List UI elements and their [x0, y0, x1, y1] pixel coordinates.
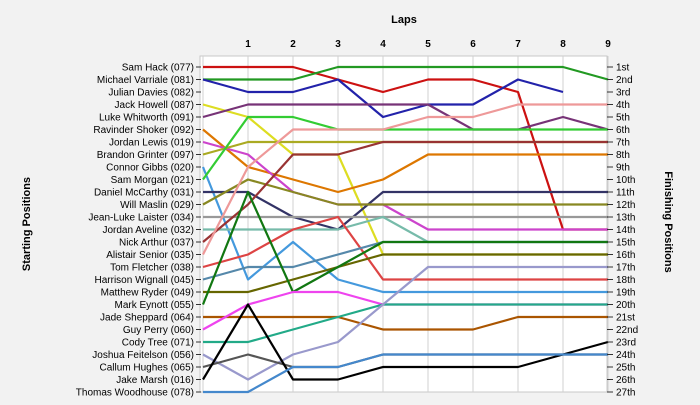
series-line [203, 65, 609, 81]
start-label: Jade Sheppard (064) [100, 313, 194, 324]
series-line [202, 178, 608, 206]
finish-label: 14th [616, 225, 635, 236]
series-line [202, 265, 608, 381]
finish-label: 4th [616, 100, 630, 111]
series-line [203, 190, 608, 231]
series-line [202, 115, 608, 181]
start-label: Harrison Wignall (045) [95, 275, 194, 286]
finish-label: 15th [616, 238, 635, 249]
series-line [202, 103, 609, 131]
y-axis-label-left: Starting Positions [21, 177, 33, 271]
x-tick-label: 9 [605, 39, 611, 50]
finish-label: 20th [616, 300, 635, 311]
series-line [203, 253, 608, 294]
start-label: Jake Marsh (016) [116, 375, 194, 386]
series-line [202, 140, 608, 243]
finish-label: 21st [616, 313, 635, 324]
series-line [202, 303, 609, 381]
finish-label: 2nd [616, 75, 633, 86]
start-label: Jordan Aveline (032) [102, 225, 194, 236]
finish-label: 8th [616, 150, 630, 161]
start-label: Guy Perry (060) [123, 325, 194, 336]
start-label: Mark Eynott (055) [115, 300, 194, 311]
finish-label: 23rd [616, 338, 636, 349]
start-label: Sam Morgan (021) [111, 175, 194, 186]
finish-label: 18th [616, 275, 635, 286]
series-line [202, 103, 608, 256]
start-label: Nick Arthur (037) [119, 238, 194, 249]
finish-label: 6th [616, 125, 630, 136]
x-tick-label: 1 [245, 39, 251, 50]
start-position-labels: Sam Hack (077)Michael Varriale (081) Juli… [76, 63, 201, 399]
finish-label: 1st [616, 63, 630, 74]
finish-label: 22nd [616, 325, 638, 336]
series-line [203, 315, 608, 331]
start-label: Julian Davies (082) [108, 88, 194, 99]
x-tick-label: 5 [425, 39, 431, 50]
finish-label: 17th [616, 263, 635, 274]
start-label: Alistair Senior (035) [106, 250, 194, 261]
start-label: Ravinder Shoker (092) [93, 125, 194, 136]
finish-label: 16th [616, 250, 635, 261]
start-label: Brandon Grinter (097) [97, 150, 194, 161]
start-label: Thomas Woodhouse (078) [76, 388, 194, 399]
x-tick-label: 7 [515, 39, 521, 50]
finish-label: 27th [616, 388, 635, 399]
start-label: Matthew Ryder (049) [101, 288, 194, 299]
start-label: Connor Gibbs (020) [106, 163, 194, 174]
finish-label: 25th [616, 363, 635, 374]
finish-label: 10th [616, 175, 635, 186]
finish-label: 11th [616, 188, 635, 199]
x-tick-labels: 1 2 3 4 5 6 7 8 9 [245, 39, 611, 50]
start-label: Sam Hack (077) [122, 63, 194, 74]
start-label: Will Maslin (029) [120, 200, 194, 211]
y-axis-label-right: Finishing Positions [662, 171, 674, 272]
series-line [203, 303, 608, 344]
x-tick-label: 3 [335, 39, 341, 50]
finish-label: 9th [616, 163, 630, 174]
finish-label: 24th [616, 350, 635, 361]
finish-label: 26th [616, 375, 635, 386]
start-label: Daniel McCarthy (031) [94, 188, 194, 199]
start-label: Jordan Lewis (019) [109, 138, 194, 149]
plot-area [199, 55, 608, 393]
x-tick-label: 2 [290, 39, 296, 50]
finish-label: 13th [616, 213, 635, 224]
start-label: Cody Tree (071) [122, 338, 194, 349]
chart-title: Laps [391, 14, 417, 26]
series-line [201, 166, 608, 294]
x-tick-label: 4 [380, 39, 386, 50]
start-label: Joshua Feitelson (056) [92, 350, 194, 361]
series-lines [201, 65, 609, 394]
finish-label: 3rd [616, 88, 630, 99]
series-line [202, 78, 564, 119]
finish-label: 5th [616, 113, 630, 124]
grid [202, 56, 609, 392]
start-label: Jack Howell (087) [115, 100, 194, 111]
x-tick-label: 6 [470, 39, 476, 50]
series-line [203, 65, 608, 231]
start-label: Tom Fletcher (038) [110, 263, 194, 274]
finish-label: 12th [616, 200, 635, 211]
series-line [201, 190, 608, 305]
start-label: Michael Varriale (081) [97, 75, 194, 86]
x-tick-label: 8 [560, 39, 566, 50]
finish-label: 19th [616, 288, 635, 299]
start-label: Jean-Luke Laister (034) [88, 213, 194, 224]
start-label: Luke Whitworth (091) [99, 113, 194, 124]
finish-label: 7th [616, 138, 630, 149]
start-label: Callum Hughes (065) [100, 363, 195, 374]
series-line [203, 353, 608, 394]
